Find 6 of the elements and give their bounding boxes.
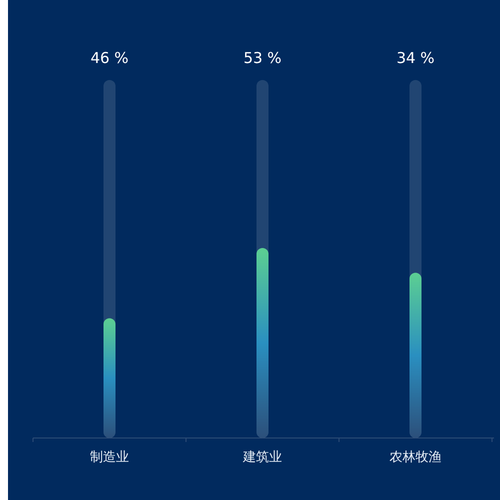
text: 53 % (243, 49, 282, 67)
x-tick-label: 农林牧渔 (390, 450, 442, 465)
x-tick-label: 制造业 (90, 450, 129, 465)
x-tick-label: 建筑业 (242, 450, 282, 465)
text: 46 % (90, 49, 129, 67)
text: 34 % (396, 49, 435, 67)
